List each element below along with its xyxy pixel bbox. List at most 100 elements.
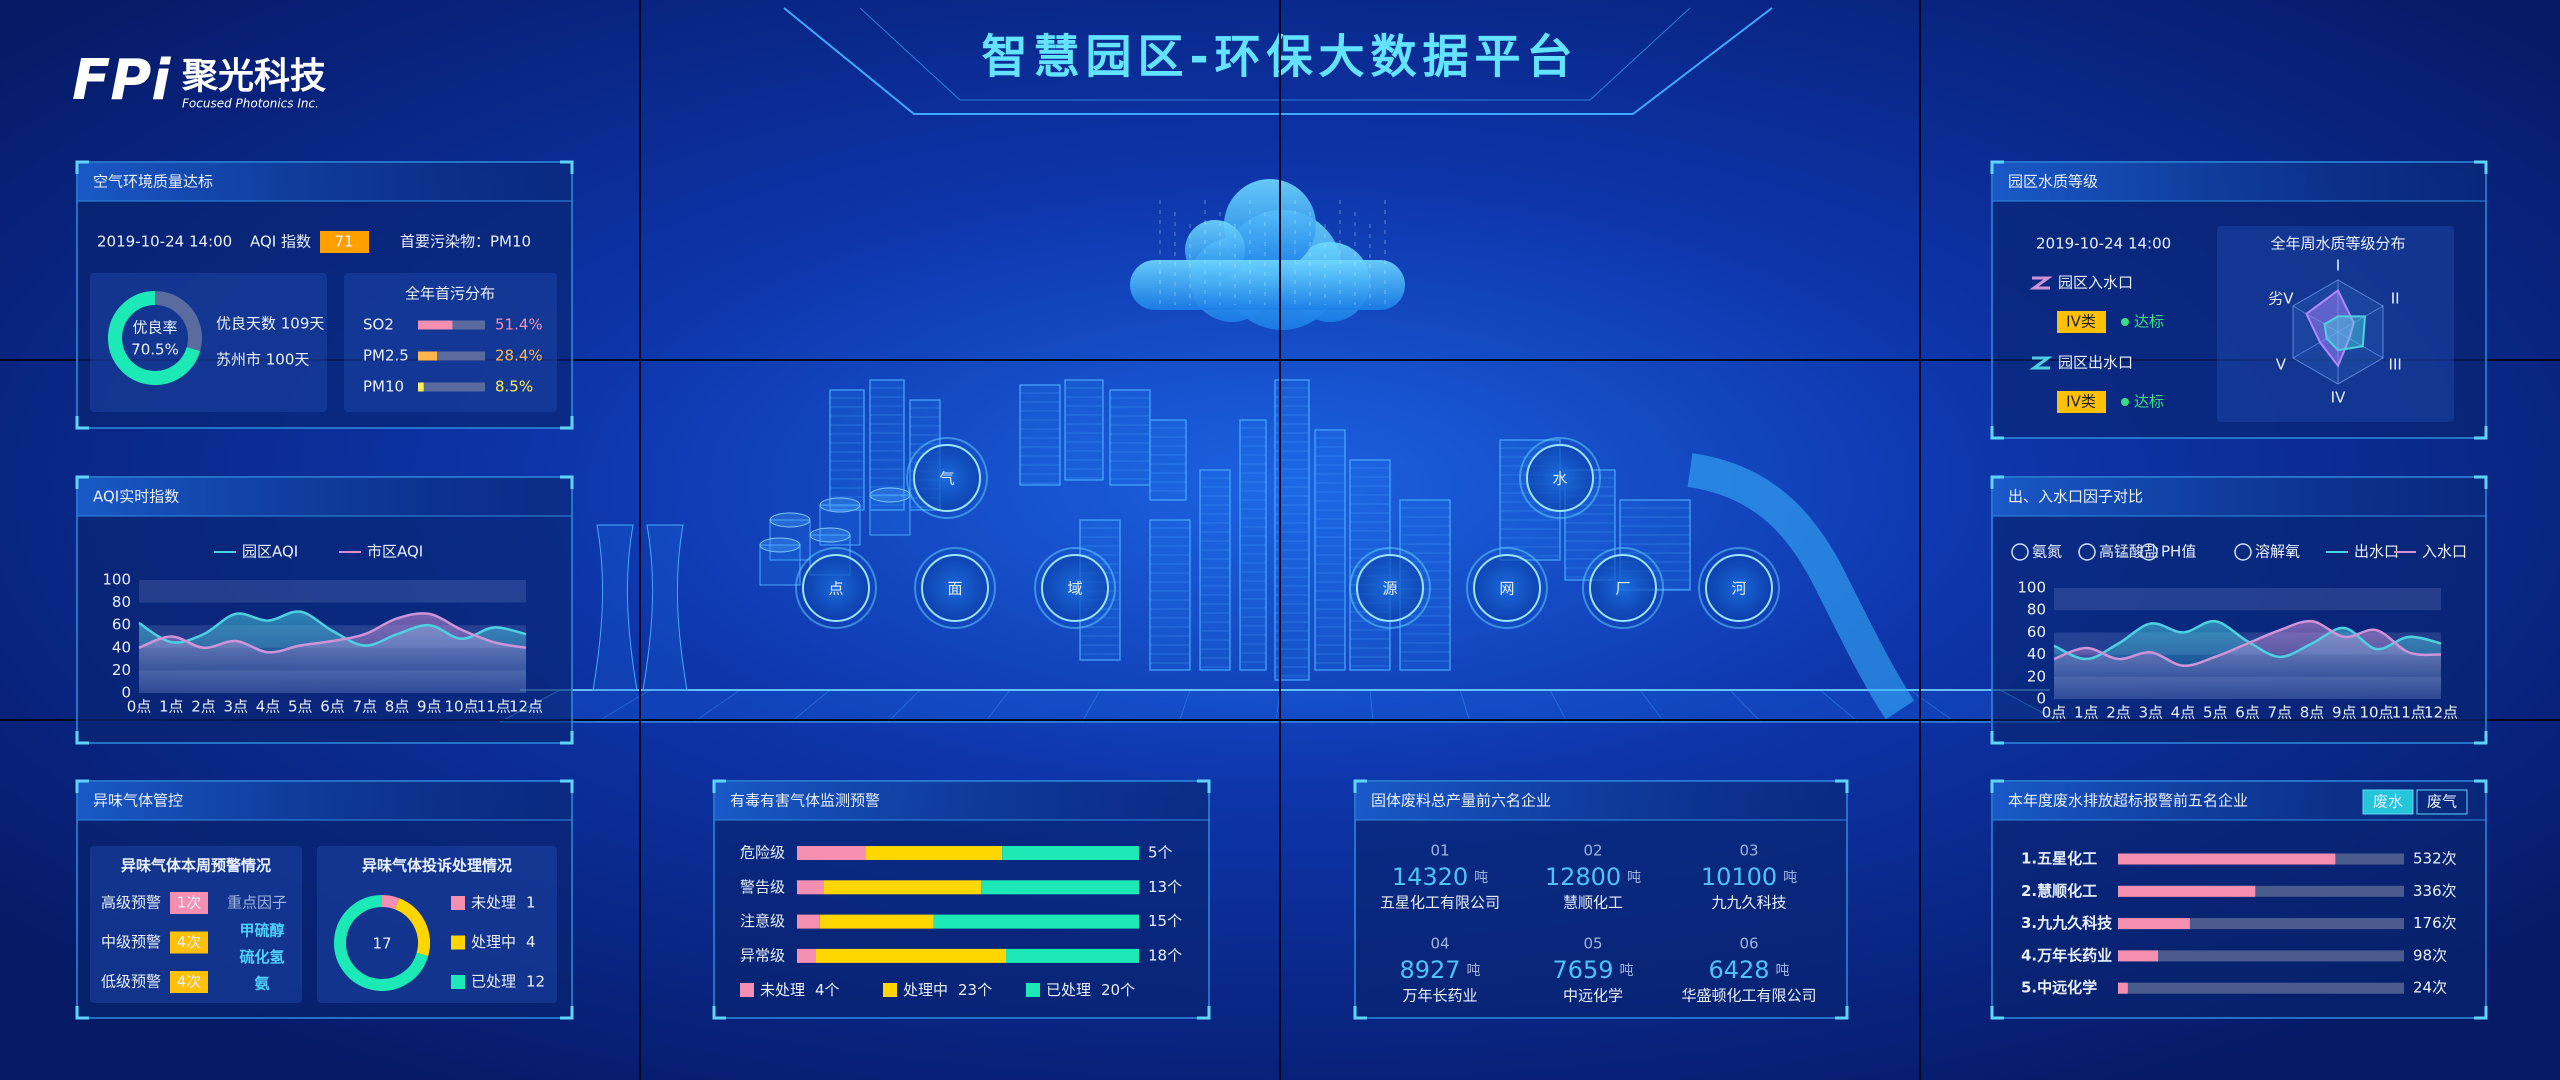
panel-corner bbox=[1197, 1006, 1211, 1020]
legend-label: 市区AQI bbox=[367, 543, 423, 561]
panel-corner bbox=[1990, 1006, 2004, 1020]
area bbox=[139, 613, 526, 693]
building bbox=[1199, 469, 1231, 671]
panel-corner bbox=[1835, 1006, 1849, 1020]
legend-swatch bbox=[1026, 983, 1040, 997]
node-label: 厂 bbox=[1615, 580, 1630, 598]
y-tick-label: 100 bbox=[2017, 579, 2046, 597]
factor-option-label[interactable]: 氨氮 bbox=[2032, 543, 2062, 561]
bar-segment bbox=[865, 846, 1003, 860]
x-tick-label: 3点 bbox=[2138, 704, 2163, 722]
panel-corner bbox=[1990, 426, 2004, 440]
factor-option-label[interactable]: 高锰酸盐 bbox=[2099, 543, 2159, 561]
panel-corner bbox=[560, 779, 574, 793]
node-ring bbox=[1034, 547, 1116, 629]
alert-badge bbox=[170, 931, 208, 954]
aqi-value: 71 bbox=[334, 233, 353, 251]
panel-title: 本年度废水排放超标报警前五名企业 bbox=[2008, 792, 2248, 810]
node bbox=[1526, 444, 1594, 512]
value-label: 98次 bbox=[2413, 946, 2447, 964]
bar-track bbox=[2118, 918, 2404, 930]
alert-level: 高级预警 bbox=[101, 894, 161, 912]
building bbox=[1314, 429, 1346, 671]
factor-option-label[interactable]: PH值 bbox=[2161, 543, 2196, 561]
line bbox=[2053, 620, 2442, 661]
panel-header bbox=[78, 478, 571, 516]
logo-mark: FPi bbox=[72, 48, 171, 113]
panel-title: 异味气体管控 bbox=[93, 792, 183, 810]
tank-top bbox=[809, 527, 851, 543]
radar-axis-label: IV bbox=[2331, 389, 2346, 407]
radar-axis-label: II bbox=[2391, 290, 2400, 308]
amount-unit: 吨 bbox=[1783, 870, 1797, 886]
tab-label[interactable]: 废水 bbox=[2373, 793, 2403, 811]
amount-value: 7659 bbox=[1552, 956, 1613, 984]
radar-axis-label: III bbox=[2389, 356, 2402, 374]
building bbox=[1019, 384, 1061, 486]
node bbox=[1041, 554, 1109, 622]
panel-title: 空气环境质量达标 bbox=[93, 173, 213, 191]
company-label: 4.万年长药业 bbox=[2021, 946, 2112, 964]
tab[interactable] bbox=[2416, 789, 2468, 815]
air-quality-panel: 空气环境质量达标 2019-10-24 14:00 AQI 指数 71 首要污染物：PM… bbox=[75, 160, 574, 430]
company: 五星化工有限公司 bbox=[1380, 894, 1500, 912]
panel-corner bbox=[2474, 160, 2488, 174]
y-tick-label: 80 bbox=[112, 593, 131, 611]
rank: 06 bbox=[1739, 935, 1758, 953]
line bbox=[138, 612, 527, 654]
bar-track bbox=[2118, 982, 2404, 994]
legend-total: 4个 bbox=[815, 981, 840, 999]
bar-segment bbox=[797, 880, 824, 895]
primary-pollutant: 首要污染物：PM10 bbox=[400, 233, 531, 251]
outlet-icon bbox=[2029, 356, 2053, 370]
value-label: 176次 bbox=[2413, 914, 2457, 932]
legend-swatch bbox=[451, 935, 465, 950]
x-tick-label: 2点 bbox=[191, 698, 216, 716]
panel-header bbox=[78, 782, 571, 820]
bar bbox=[418, 351, 438, 361]
panel-corner bbox=[1353, 779, 1367, 793]
panel-title: 出、入水口因子对比 bbox=[2008, 488, 2143, 506]
value-label: 8.5% bbox=[495, 378, 533, 396]
panel-corner bbox=[1197, 779, 1211, 793]
factor-option[interactable] bbox=[2140, 543, 2158, 561]
node bbox=[802, 554, 870, 622]
y-tick-label: 40 bbox=[112, 638, 131, 656]
bar-track bbox=[2118, 885, 2404, 897]
category-label: 异常级 bbox=[740, 946, 785, 964]
node-ring bbox=[1582, 547, 1664, 629]
factor-option[interactable] bbox=[2078, 543, 2096, 561]
node-ring bbox=[1349, 547, 1431, 629]
amount-value: 8927 bbox=[1399, 956, 1460, 984]
x-tick-label: 12点 bbox=[509, 698, 543, 716]
tab[interactable] bbox=[2362, 789, 2414, 815]
platform-line bbox=[1459, 689, 1471, 723]
cloud bbox=[1224, 179, 1316, 271]
company: 九九久科技 bbox=[1711, 894, 1786, 912]
building bbox=[1064, 379, 1104, 481]
alert-count: 4次 bbox=[177, 973, 202, 991]
factor-option[interactable] bbox=[2234, 543, 2252, 561]
line bbox=[138, 610, 527, 647]
amount: 6428 吨 bbox=[1708, 956, 1789, 984]
title-frame bbox=[859, 7, 1691, 101]
status-dot bbox=[2121, 318, 2129, 326]
panel-corner bbox=[2474, 779, 2488, 793]
legend-label: 园区AQI bbox=[242, 543, 298, 561]
x-tick-label: 4点 bbox=[256, 698, 281, 716]
x-tick-label: 7点 bbox=[352, 698, 377, 716]
legend-label: 处理中 bbox=[903, 981, 948, 999]
factor-option-label[interactable]: 溶解氧 bbox=[2255, 543, 2300, 561]
legend-label: 出水口 bbox=[2354, 543, 2399, 561]
factor-option[interactable] bbox=[2011, 543, 2029, 561]
alert-level: 低级预警 bbox=[101, 973, 161, 991]
bar bbox=[418, 320, 453, 330]
category-label: 警告级 bbox=[740, 878, 785, 896]
amount: 10100 吨 bbox=[1701, 863, 1797, 891]
alert-count: 1次 bbox=[177, 894, 202, 912]
tab-label[interactable]: 废气 bbox=[2427, 793, 2457, 811]
